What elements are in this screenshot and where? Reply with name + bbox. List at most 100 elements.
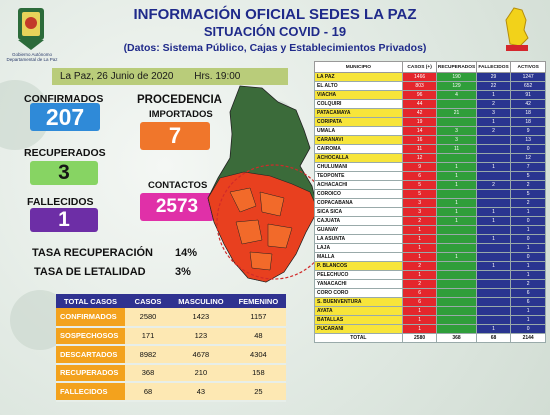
muni-cases: 42 xyxy=(401,108,438,118)
muni-name: UMALA xyxy=(314,126,403,136)
table-row: CARANAVI 16 3 13 xyxy=(314,135,546,145)
muni-name: CORIPATA xyxy=(314,117,403,127)
muni-name: CAIROMA xyxy=(314,144,403,154)
summary-value: 8982 xyxy=(125,345,171,365)
confirmados-value: 207 xyxy=(30,103,100,131)
muni-recovered: 190 xyxy=(436,72,477,82)
muni-active: 1247 xyxy=(510,72,546,82)
table-row: P. BLANCOS 2 1 1 xyxy=(314,261,546,271)
muni-active: 42 xyxy=(510,99,546,109)
muni-active: 1 xyxy=(510,270,546,280)
muni-recovered xyxy=(436,297,477,307)
muni-recovered xyxy=(436,189,477,199)
muni-active: 0 xyxy=(510,216,546,226)
summary-value: 4678 xyxy=(171,345,231,365)
muni-active: 18 xyxy=(510,108,546,118)
muni-active: 2 xyxy=(510,180,546,190)
table-row: DESCARTADOS 8982 4678 4304 xyxy=(56,345,286,365)
table-row: TEOPONTE 6 1 5 xyxy=(314,171,546,181)
muni-recovered: 1 xyxy=(436,162,477,172)
muni-name: P. BLANCOS xyxy=(314,261,403,271)
emblem-caption: Gobierno Autónomo Departamental de La Pa… xyxy=(6,52,58,62)
muni-deaths: 1 xyxy=(475,90,512,100)
muni-recovered: 1 xyxy=(436,171,477,181)
summary-value: 2580 xyxy=(125,308,171,328)
muni-total-cell: 68 xyxy=(475,333,512,343)
muni-active: 652 xyxy=(510,81,546,91)
muni-active: 12 xyxy=(510,153,546,163)
muni-cases: 6 xyxy=(401,171,438,181)
muni-active: 18 xyxy=(510,117,546,127)
muni-active: 1 xyxy=(510,225,546,235)
muni-recovered: 4 xyxy=(436,90,477,100)
muni-active: 5 xyxy=(510,189,546,199)
muni-deaths: 1 xyxy=(475,261,512,271)
muni-recovered xyxy=(436,270,477,280)
muni-recovered xyxy=(436,153,477,163)
table-row: PATACAMAYA 42 21 3 18 xyxy=(314,108,546,118)
muni-cases: 19 xyxy=(401,117,438,127)
table-row: EL ALTO 803 129 22 652 xyxy=(314,81,546,91)
muni-cases: 6 xyxy=(401,297,438,307)
procedencia-label: PROCEDENCIA xyxy=(137,94,222,106)
table-row: BATALLAS 1 1 xyxy=(314,315,546,325)
muni-cases: 5 xyxy=(401,189,438,199)
muni-cases: 2 xyxy=(401,261,438,271)
table-row: UMALA 14 3 2 9 xyxy=(314,126,546,136)
muni-name: CAJUATA xyxy=(314,216,403,226)
table-row: PELECHUCO 1 1 xyxy=(314,270,546,280)
muni-deaths xyxy=(475,306,512,316)
sedes-logo-icon xyxy=(505,7,529,51)
muni-recovered xyxy=(436,315,477,325)
contactos-label: CONTACTOS xyxy=(148,180,208,191)
muni-recovered: 21 xyxy=(436,108,477,118)
muni-cases: 12 xyxy=(401,153,438,163)
muni-header-row: MUNICIPIO CASOS (+) RECUPERADOS FALLECID… xyxy=(314,61,546,73)
muni-cases: 2 xyxy=(401,216,438,226)
muni-total-cell: 368 xyxy=(436,333,477,343)
table-row: CONFIRMADOS 2580 1423 1157 xyxy=(56,308,286,328)
table-row: LA ASUNTA 1 1 0 xyxy=(314,234,546,244)
muni-recovered: 3 xyxy=(436,135,477,145)
table-row: SOSPECHOSOS 171 123 48 xyxy=(56,326,286,346)
muni-deaths xyxy=(475,171,512,181)
muni-name: CORO CORO xyxy=(314,288,403,298)
muni-recovered: 11 xyxy=(436,144,477,154)
muni-cases: 44 xyxy=(401,99,438,109)
muni-active: 1 xyxy=(510,207,546,217)
muni-name: CHULUMANI xyxy=(314,162,403,172)
contactos-value: 2573 xyxy=(140,193,214,221)
fallecidos-value: 1 xyxy=(30,208,98,232)
summary-header-cell: CASOS xyxy=(125,294,171,308)
muni-recovered: 1 xyxy=(436,252,477,262)
table-row: COLQUIRI 44 2 42 xyxy=(314,99,546,109)
muni-name: YANACACHI xyxy=(314,279,403,289)
muni-deaths xyxy=(475,288,512,298)
muni-name: ACHOCALLA xyxy=(314,153,403,163)
summary-value: 1157 xyxy=(230,308,286,328)
muni-deaths: 29 xyxy=(475,72,512,82)
muni-recovered: 3 xyxy=(436,126,477,136)
summary-header-cell: MASCULINO xyxy=(171,294,231,308)
letalidad-rate-label: TASA DE LETALIDAD xyxy=(34,266,146,278)
muni-deaths: 2 xyxy=(475,180,512,190)
muni-deaths: 22 xyxy=(475,81,512,91)
muni-deaths: 2 xyxy=(475,126,512,136)
muni-name: AYATA xyxy=(314,306,403,316)
table-row: CORO CORO 6 6 xyxy=(314,288,546,298)
muni-deaths: 1 xyxy=(475,216,512,226)
muni-name: S. BUENVENTURA xyxy=(314,297,403,307)
muni-recovered xyxy=(436,288,477,298)
table-row: CHULUMANI 9 1 1 7 xyxy=(314,162,546,172)
muni-deaths xyxy=(475,225,512,235)
muni-active: 91 xyxy=(510,90,546,100)
muni-active: 1 xyxy=(510,261,546,271)
summary-value: 1423 xyxy=(171,308,231,328)
muni-deaths: 1 xyxy=(475,234,512,244)
muni-cases: 1 xyxy=(401,252,438,262)
muni-recovered: 1 xyxy=(436,216,477,226)
muni-name: LA ASUNTA xyxy=(314,234,403,244)
muni-total-cell: 2144 xyxy=(510,333,546,343)
table-row: PUCARANI 1 1 0 xyxy=(314,324,546,334)
muni-header-cell: MUNICIPIO xyxy=(314,61,403,73)
